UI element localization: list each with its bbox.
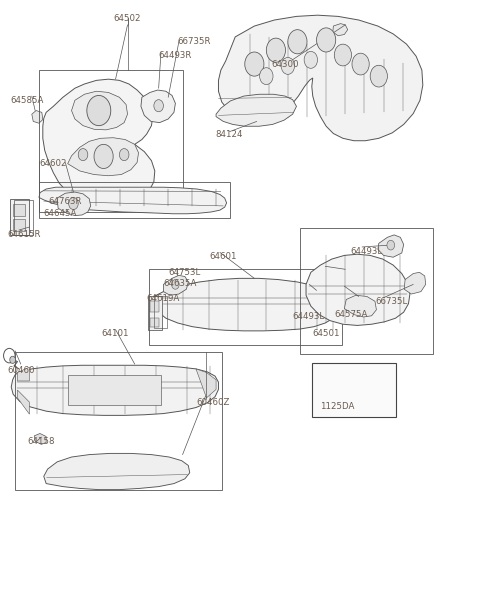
Text: 66735R: 66735R — [178, 38, 211, 46]
Text: 64635A: 64635A — [163, 279, 197, 288]
Text: 64645A: 64645A — [44, 209, 77, 218]
Bar — [149, 269, 342, 345]
Text: 64101: 64101 — [101, 329, 129, 338]
Bar — [150, 318, 158, 327]
Bar — [10, 198, 29, 235]
Text: 64619A: 64619A — [147, 294, 180, 302]
Text: 60460: 60460 — [8, 365, 36, 374]
Text: 84124: 84124 — [215, 130, 242, 139]
Circle shape — [78, 149, 88, 161]
Text: 64158: 64158 — [27, 437, 55, 446]
Text: 64300: 64300 — [271, 59, 299, 68]
Circle shape — [69, 197, 78, 209]
Text: 64493L: 64493L — [350, 247, 382, 256]
Bar — [68, 375, 161, 405]
Circle shape — [387, 240, 395, 250]
Polygon shape — [39, 187, 227, 214]
Polygon shape — [333, 24, 348, 36]
Polygon shape — [344, 380, 354, 394]
Bar — [150, 301, 158, 312]
Polygon shape — [68, 138, 139, 175]
Text: 64601: 64601 — [209, 252, 236, 261]
Circle shape — [260, 68, 273, 85]
Bar — [154, 296, 167, 329]
Bar — [12, 219, 24, 231]
Bar — [39, 70, 182, 212]
Text: 64585A: 64585A — [10, 96, 44, 105]
Circle shape — [87, 96, 111, 126]
Bar — [12, 203, 24, 215]
Text: 60460Z: 60460Z — [196, 397, 229, 407]
Text: 64615R: 64615R — [8, 230, 41, 239]
Text: 64493R: 64493R — [158, 51, 192, 59]
Polygon shape — [44, 453, 190, 489]
Bar — [39, 182, 230, 218]
Circle shape — [334, 44, 351, 66]
Polygon shape — [34, 434, 46, 444]
Polygon shape — [141, 90, 175, 123]
Bar — [312, 363, 396, 417]
Circle shape — [317, 28, 336, 52]
Polygon shape — [196, 369, 216, 398]
Circle shape — [120, 149, 129, 161]
Text: 64602: 64602 — [39, 159, 67, 168]
Text: 64502: 64502 — [114, 15, 141, 24]
Circle shape — [370, 65, 387, 87]
Text: 1125DA: 1125DA — [321, 402, 355, 411]
Circle shape — [154, 100, 163, 112]
Circle shape — [245, 52, 264, 76]
Circle shape — [171, 280, 179, 289]
Circle shape — [94, 145, 113, 169]
Text: 66735L: 66735L — [375, 297, 407, 306]
Polygon shape — [404, 272, 426, 294]
Circle shape — [304, 51, 318, 68]
Polygon shape — [163, 275, 188, 295]
Polygon shape — [32, 111, 43, 123]
Polygon shape — [378, 235, 404, 257]
Polygon shape — [306, 254, 410, 325]
Text: 64493L: 64493L — [293, 312, 325, 321]
Polygon shape — [43, 79, 155, 204]
Polygon shape — [344, 295, 376, 317]
Text: 64753L: 64753L — [168, 268, 201, 277]
Text: 64763R: 64763R — [48, 197, 82, 206]
Circle shape — [266, 38, 286, 62]
Bar — [300, 228, 433, 354]
Polygon shape — [17, 390, 29, 414]
Polygon shape — [153, 278, 339, 331]
Bar — [15, 352, 222, 489]
Text: 64575A: 64575A — [335, 310, 368, 319]
Polygon shape — [72, 91, 128, 130]
Circle shape — [288, 30, 307, 54]
Polygon shape — [218, 15, 423, 141]
Bar — [148, 296, 161, 330]
Bar — [14, 200, 33, 235]
Circle shape — [352, 53, 369, 75]
Polygon shape — [11, 365, 218, 416]
Circle shape — [281, 57, 295, 74]
Polygon shape — [17, 367, 29, 381]
Text: 64501: 64501 — [313, 329, 340, 338]
Circle shape — [10, 356, 15, 364]
Polygon shape — [57, 192, 91, 215]
Polygon shape — [216, 94, 297, 126]
